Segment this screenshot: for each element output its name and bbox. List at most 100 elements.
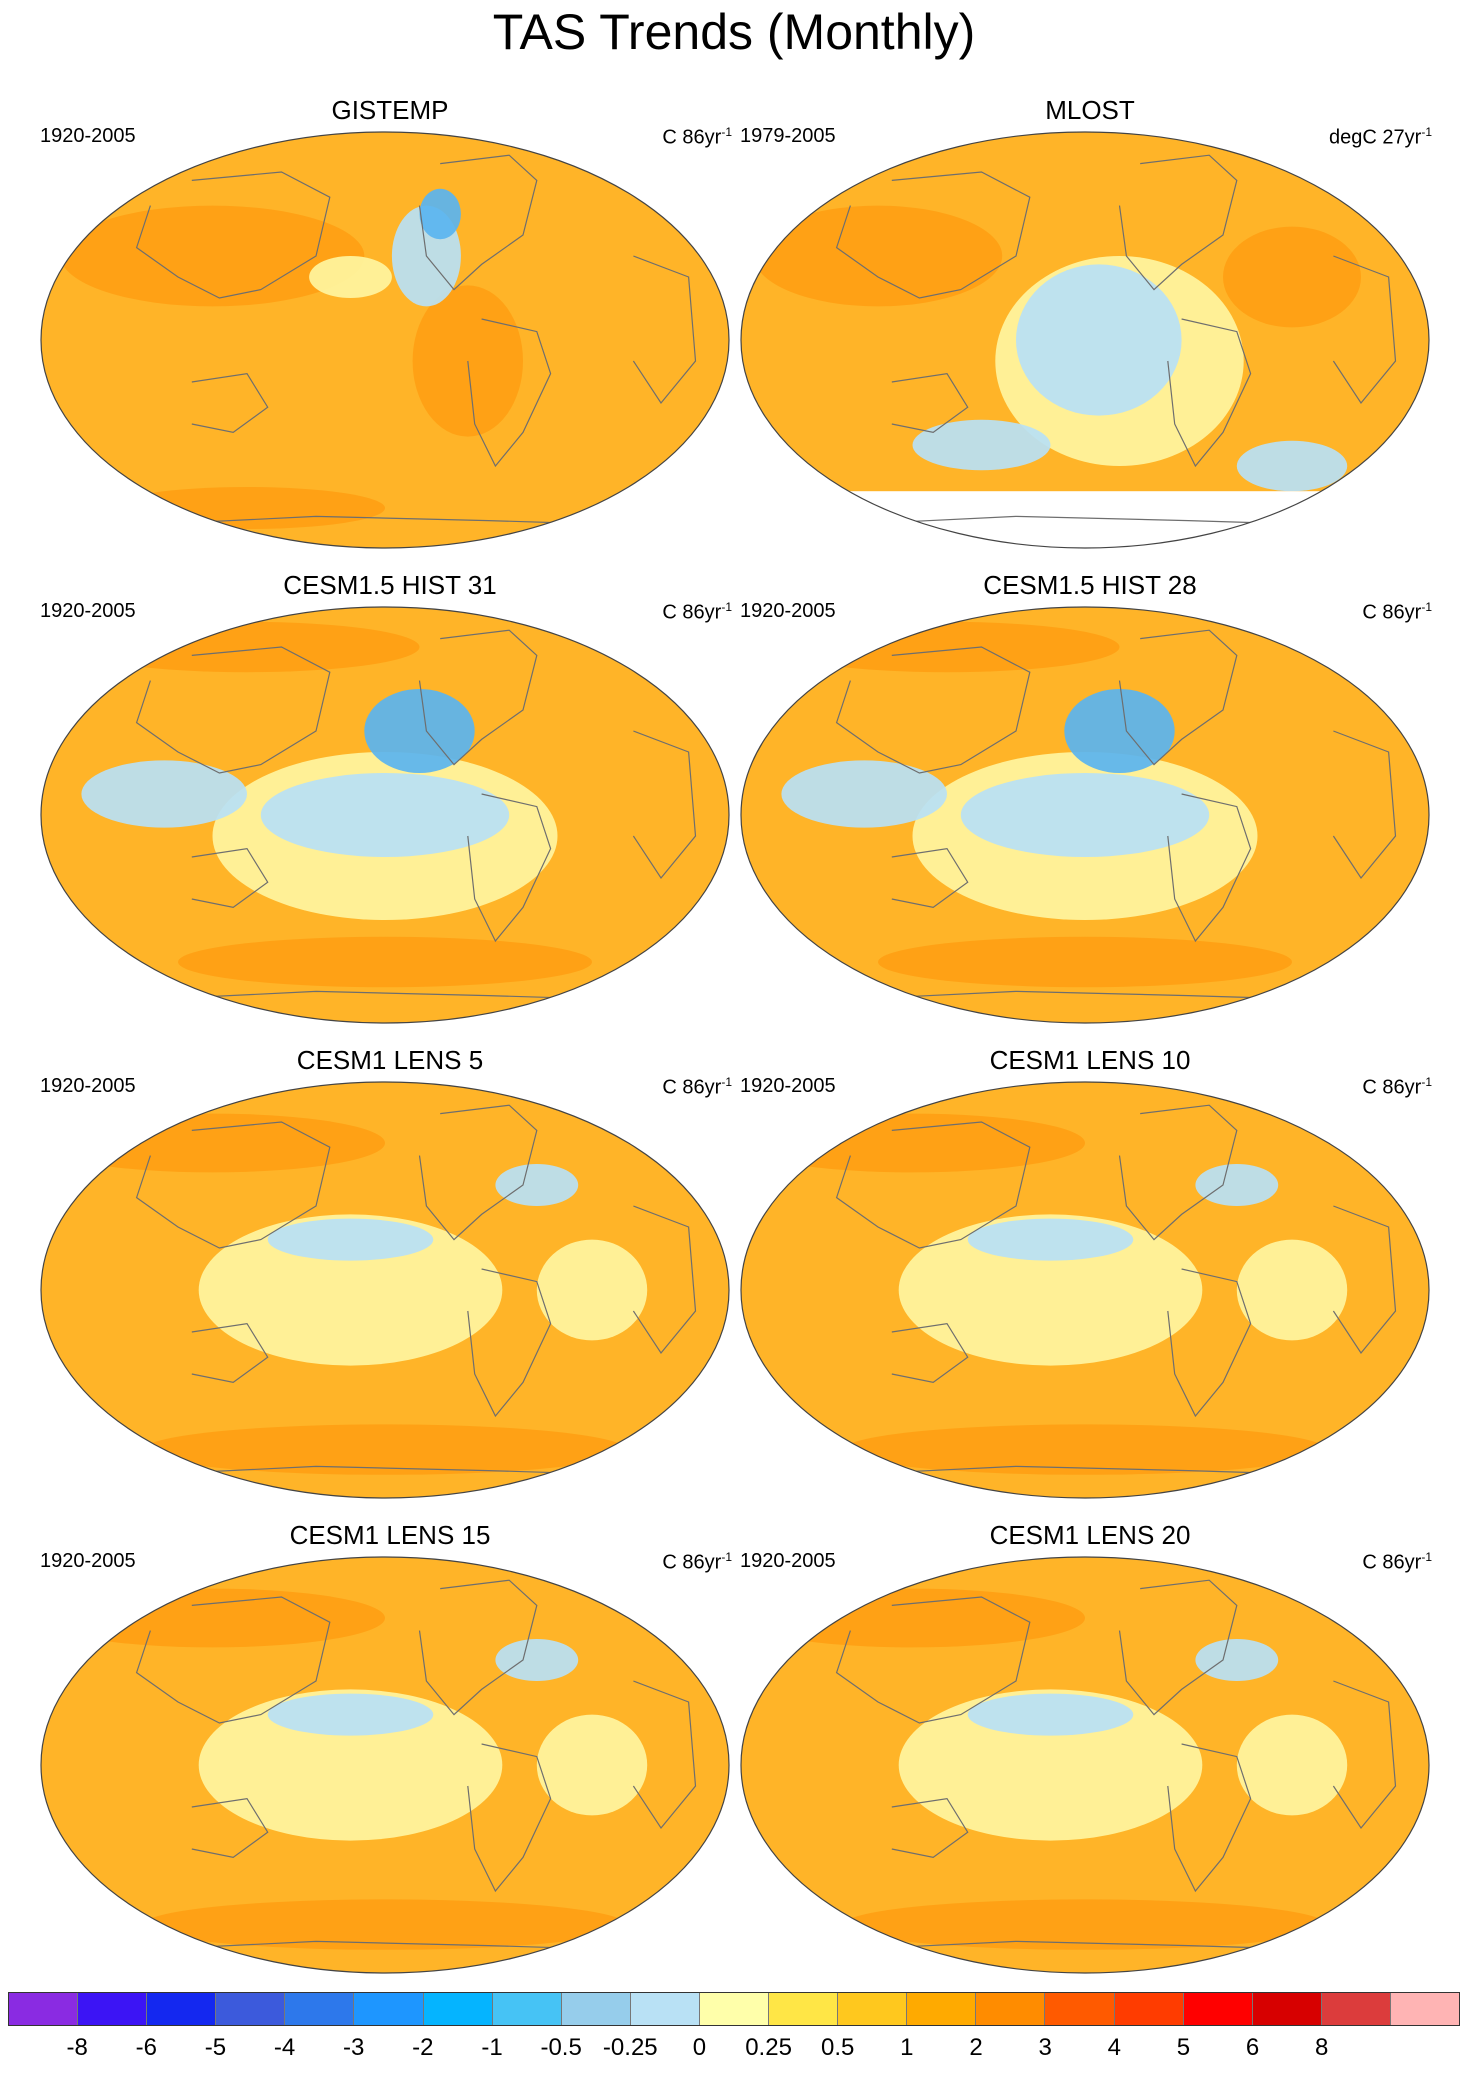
trend-region [309,256,392,298]
trend-region [1237,441,1347,491]
trend-region [754,206,1002,307]
world-map [740,605,1430,1025]
trend-region [878,937,1292,987]
trend-region [844,1899,1327,1949]
map-panel: CESM1 LENS 20 1920-2005 C 86yr-1 [740,1519,1440,1969]
colorbar-swatch [9,1993,78,2025]
trend-region [144,1424,627,1474]
colorbar-tick-label: 0 [693,2034,706,2062]
colorbar: -8 -6 -5 -4 -3 -2 -1 -0.5 -0.25 0 0.25 0.5 1 2 3 4 5 6 8 [8,1992,1460,2072]
trend-region [537,1240,647,1341]
trend-region [495,1639,578,1681]
world-map [740,130,1430,550]
colorbar-tick-label: -8 [66,2034,87,2062]
figure-title: TAS Trends (Monthly) [0,2,1468,62]
colorbar-tick-label: -4 [274,2034,295,2062]
colorbar-swatch [1045,1993,1114,2025]
colorbar-tick-label: 8 [1315,2034,1328,2062]
trend-region [1195,1164,1278,1206]
panel-title: CESM1 LENS 20 [740,1519,1440,1551]
colorbar-tick-label: -0.25 [603,2034,658,2062]
trend-region [844,1424,1327,1474]
trend-region [261,773,509,857]
colorbar-swatch [424,1993,493,2025]
colorbar-swatch [147,1993,216,2025]
colorbar-swatch [216,1993,285,2025]
trend-region [968,1694,1134,1736]
map-panel: CESM1.5 HIST 31 1920-2005 C 86yr-1 [40,569,740,1019]
trend-region [40,1589,385,1648]
map-panel: CESM1 LENS 15 1920-2005 C 86yr-1 [40,1519,740,1969]
colorbar-swatch [354,1993,423,2025]
colorbar-tick-label: -0.5 [540,2034,581,2062]
panel-title: CESM1 LENS 5 [40,1044,740,1076]
colorbar-tick-label: 0.5 [821,2034,854,2062]
colorbar-swatch [1184,1993,1253,2025]
trend-region [781,760,947,827]
world-map [40,130,730,550]
trend-region [913,420,1051,470]
world-map [740,1080,1430,1500]
world-map [40,605,730,1025]
map-panel: CESM1 LENS 5 1920-2005 C 86yr-1 [40,1044,740,1494]
panel-title: CESM1 LENS 15 [40,1519,740,1551]
trend-region [740,1589,1085,1648]
trend-region [1237,1715,1347,1816]
map-base-field [41,132,729,548]
colorbar-tick-label: 1 [900,2034,913,2062]
colorbar-swatch [976,1993,1045,2025]
missing-data-region [740,491,1430,550]
panel-title: CESM1.5 HIST 31 [40,569,740,601]
colorbar-tick-label: 2 [969,2034,982,2062]
colorbar-swatch [1115,1993,1184,2025]
colorbar-swatch [78,1993,147,2025]
colorbar-swatch [493,1993,562,2025]
trend-region [961,773,1209,857]
trend-region [1237,1240,1347,1341]
trend-region [40,1114,385,1173]
colorbar-tick-label: -5 [205,2034,226,2062]
trend-region [537,1715,647,1816]
trend-region [968,1219,1134,1261]
trend-region [144,1899,627,1949]
trend-region [1195,1639,1278,1681]
colorbar-tick-label: 4 [1108,2034,1121,2062]
panel-title: CESM1 LENS 10 [740,1044,1440,1076]
colorbar-boxes [8,1992,1460,2026]
map-panel: MLOST 1979-2005 degC 27yr-1 [740,94,1440,544]
panel-title: GISTEMP [40,94,740,126]
colorbar-tick-label: -1 [481,2034,502,2062]
trend-region [1223,227,1361,328]
trend-region [81,760,247,827]
colorbar-tick-label: 3 [1038,2034,1051,2062]
trend-region [740,1114,1085,1173]
world-map [740,1555,1430,1975]
colorbar-swatch [1391,1993,1459,2025]
trend-region [268,1219,434,1261]
colorbar-tick-label: 5 [1177,2034,1190,2062]
trend-region [268,1694,434,1736]
colorbar-swatch [838,1993,907,2025]
trend-region [495,1164,578,1206]
world-map [40,1080,730,1500]
colorbar-swatch [1253,1993,1322,2025]
world-map [40,1555,730,1975]
colorbar-swatch [907,1993,976,2025]
colorbar-tick-label: -2 [412,2034,433,2062]
colorbar-swatch [700,1993,769,2025]
colorbar-swatch [285,1993,354,2025]
colorbar-tick-label: 6 [1246,2034,1259,2062]
colorbar-swatch [1322,1993,1391,2025]
trend-region [61,206,365,307]
colorbar-swatch [769,1993,838,2025]
trend-region [775,622,1120,672]
panel-title: CESM1.5 HIST 28 [740,569,1440,601]
map-panel: CESM1.5 HIST 28 1920-2005 C 86yr-1 [740,569,1440,1019]
map-panel: CESM1 LENS 10 1920-2005 C 86yr-1 [740,1044,1440,1494]
trend-region [420,189,461,239]
trend-region [178,937,592,987]
trend-region [75,622,420,672]
colorbar-swatch [562,1993,631,2025]
colorbar-tick-label: -6 [136,2034,157,2062]
trend-region [109,487,385,529]
